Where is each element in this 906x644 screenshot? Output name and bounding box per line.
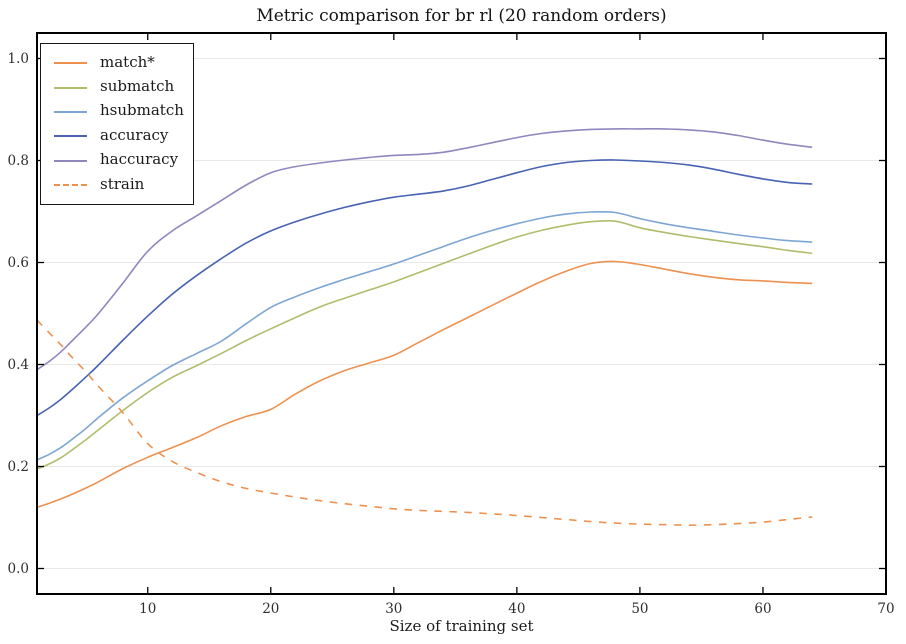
y-tick-label: 0.0 <box>8 561 29 577</box>
y-tick-label: 0.4 <box>8 357 29 373</box>
x-tick-label: 10 <box>139 601 156 617</box>
x-axis-label: Size of training set <box>389 617 534 635</box>
legend-line-swatch <box>54 135 87 138</box>
series-line-hsubmatch <box>36 210 813 461</box>
y-tick-label: 0.2 <box>8 459 29 475</box>
legend-line-swatch <box>54 159 87 162</box>
x-tick-label: 70 <box>877 601 894 617</box>
series-line-match <box>36 260 813 509</box>
legend-item-haccuracy: haccuracy <box>54 149 179 173</box>
legend: match* submatch hsubmatch accuracy haccuracy… <box>40 43 194 206</box>
legend-line-swatch <box>54 62 87 65</box>
legend-item-accuracy: accuracy <box>54 124 179 148</box>
legend-line-swatch <box>54 110 87 113</box>
y-tick-label: 0.6 <box>8 255 29 271</box>
legend-item-strain: strain <box>54 173 179 197</box>
x-tick-label: 20 <box>262 601 279 617</box>
series-line-strain <box>36 319 813 527</box>
legend-label: submatch <box>100 77 175 96</box>
gridlines <box>37 58 886 569</box>
chart-title: Metric comparison for br rl (20 random o… <box>256 6 667 26</box>
series-lines <box>36 128 813 527</box>
series-line-submatch <box>36 219 813 470</box>
legend-label: haccuracy <box>100 150 179 169</box>
legend-item-submatch: submatch <box>54 75 179 99</box>
legend-label: hsubmatch <box>100 101 184 120</box>
legend-line-swatch <box>54 184 87 187</box>
legend-item-match: match* <box>54 51 179 75</box>
legend-label: match* <box>100 52 155 71</box>
legend-label: accuracy <box>100 125 169 144</box>
x-tick-label: 40 <box>508 601 525 617</box>
x-tick-label: 50 <box>631 601 648 617</box>
plot-border <box>36 32 887 595</box>
x-tick-label: 60 <box>754 601 771 617</box>
legend-line-swatch <box>54 86 87 89</box>
axis-ticks: 10 20 30 40 50 60 70 0.0 0.2 0.4 0.6 0.8 1.0 <box>8 33 895 617</box>
legend-label: strain <box>100 174 145 193</box>
legend-item-hsubmatch: hsubmatch <box>54 100 184 124</box>
y-tick-label: 1.0 <box>8 51 29 67</box>
y-tick-label: 0.8 <box>8 153 29 169</box>
series-line-accuracy <box>36 159 813 417</box>
x-tick-label: 30 <box>385 601 402 617</box>
series-line-haccuracy <box>36 128 813 371</box>
